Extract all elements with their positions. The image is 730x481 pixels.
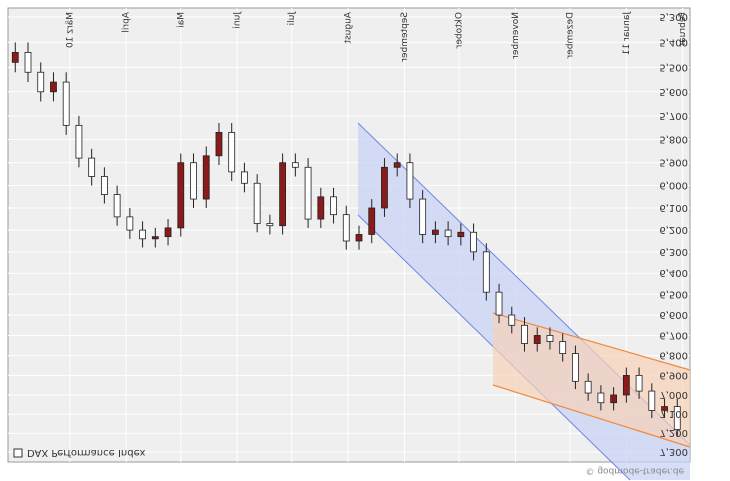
x-tick-label: Juli xyxy=(287,11,297,25)
y-tick-label: 6,400 xyxy=(659,267,688,278)
candle-body xyxy=(381,166,388,209)
candle-body xyxy=(444,229,452,238)
candle-body xyxy=(317,196,325,220)
candle-body xyxy=(215,132,223,157)
y-tick-label: 6,300 xyxy=(659,246,688,257)
candle-body xyxy=(393,162,401,168)
candle-body xyxy=(533,335,541,344)
legend-swatch xyxy=(13,448,23,458)
candle-body xyxy=(648,390,656,411)
candle-body xyxy=(508,314,516,326)
candle-body xyxy=(62,81,70,126)
candle-body xyxy=(342,214,350,242)
candle-body xyxy=(470,231,477,253)
y-tick-label: 5,900 xyxy=(659,157,688,168)
candle-body xyxy=(495,291,503,316)
candle-body xyxy=(75,124,83,159)
y-tick-label: 6,800 xyxy=(659,350,688,361)
candle-body xyxy=(559,341,567,354)
candle-body xyxy=(164,227,172,238)
candle-body xyxy=(291,162,299,168)
y-tick-label: 7,000 xyxy=(659,389,688,400)
candle-body xyxy=(661,406,668,411)
y-tick-label: 6,100 xyxy=(659,202,688,213)
candle-body xyxy=(355,234,363,242)
x-tick-label: November xyxy=(511,12,521,59)
x-tick-label: März 10 xyxy=(65,12,75,48)
y-tick-label: 7,200 xyxy=(659,427,688,438)
candle-body xyxy=(431,229,439,235)
x-tick-label: Dezember xyxy=(565,12,575,59)
source-label: © godmode-trader.de xyxy=(585,466,684,476)
candle-body xyxy=(266,223,274,227)
candle-body xyxy=(37,71,45,93)
y-tick-label: 5,800 xyxy=(659,133,688,144)
candle-body xyxy=(572,353,579,382)
x-tick-label: September xyxy=(400,12,410,62)
candle-body xyxy=(482,251,490,293)
candle-body xyxy=(584,380,592,394)
x-tick-label: Oktober xyxy=(455,12,465,49)
candle-body xyxy=(635,375,643,392)
candle-body xyxy=(190,162,197,200)
y-tick-label: 5,300 xyxy=(659,11,688,22)
y-tick-label: 6,000 xyxy=(659,180,688,191)
candle-body xyxy=(546,335,554,342)
labels: 5,300 5,400 5,500 5,600 5,700 5,800 5,900 6,000… xyxy=(65,11,688,457)
candle-body xyxy=(419,198,427,235)
x-tick-label: Februar xyxy=(678,12,688,47)
candle-body xyxy=(177,162,185,229)
candle-body xyxy=(304,166,312,220)
legend-label: DAX Performance Index xyxy=(27,447,146,458)
x-tick-label: Mai xyxy=(176,12,186,28)
candle-body xyxy=(50,81,57,93)
y-tick-label: 6,200 xyxy=(659,224,688,235)
y-tick-label: 7,100 xyxy=(659,408,688,419)
y-tick-label: 6,600 xyxy=(659,309,688,320)
channel-line xyxy=(492,384,691,448)
candle-body xyxy=(241,171,248,184)
candle-body xyxy=(24,52,32,73)
candle-body xyxy=(673,406,681,430)
y-tick-label: 6,500 xyxy=(659,288,688,299)
candle-body xyxy=(279,162,287,227)
y-tick-label: 5,700 xyxy=(659,110,688,121)
candles xyxy=(11,42,681,438)
trend-channel-orange xyxy=(493,313,690,447)
candle-body xyxy=(88,157,96,177)
x-tick-label: Juni xyxy=(233,11,243,29)
candle-body xyxy=(521,324,528,344)
y-tick-label: 5,600 xyxy=(659,86,688,97)
candle-body xyxy=(597,392,605,404)
candle-body xyxy=(406,162,414,200)
candle-body xyxy=(113,194,121,218)
candle-body xyxy=(228,132,236,173)
candle-body xyxy=(126,216,134,231)
candle-body xyxy=(11,52,19,63)
candle-body xyxy=(202,155,210,200)
candle-body xyxy=(457,231,465,238)
x-tick-label: Januar 11 xyxy=(622,11,632,55)
candle-body xyxy=(253,182,261,224)
y-tick-label: 7,300 xyxy=(659,446,688,457)
y-tick-label: 5,500 xyxy=(659,61,688,72)
candle-body xyxy=(139,229,146,240)
candle-body xyxy=(622,375,630,396)
candle-body xyxy=(368,207,376,235)
x-tick-label: August xyxy=(344,12,354,44)
candle-body xyxy=(610,394,618,404)
y-tick-label: 6,700 xyxy=(659,329,688,340)
candle-body xyxy=(330,196,337,216)
candle-body xyxy=(100,176,108,195)
channel-line xyxy=(492,312,691,371)
y-tick-label: 5,400 xyxy=(659,36,688,47)
candle-body xyxy=(151,236,159,240)
x-tick-label: April xyxy=(122,12,132,33)
y-tick-label: 6,900 xyxy=(659,369,688,380)
